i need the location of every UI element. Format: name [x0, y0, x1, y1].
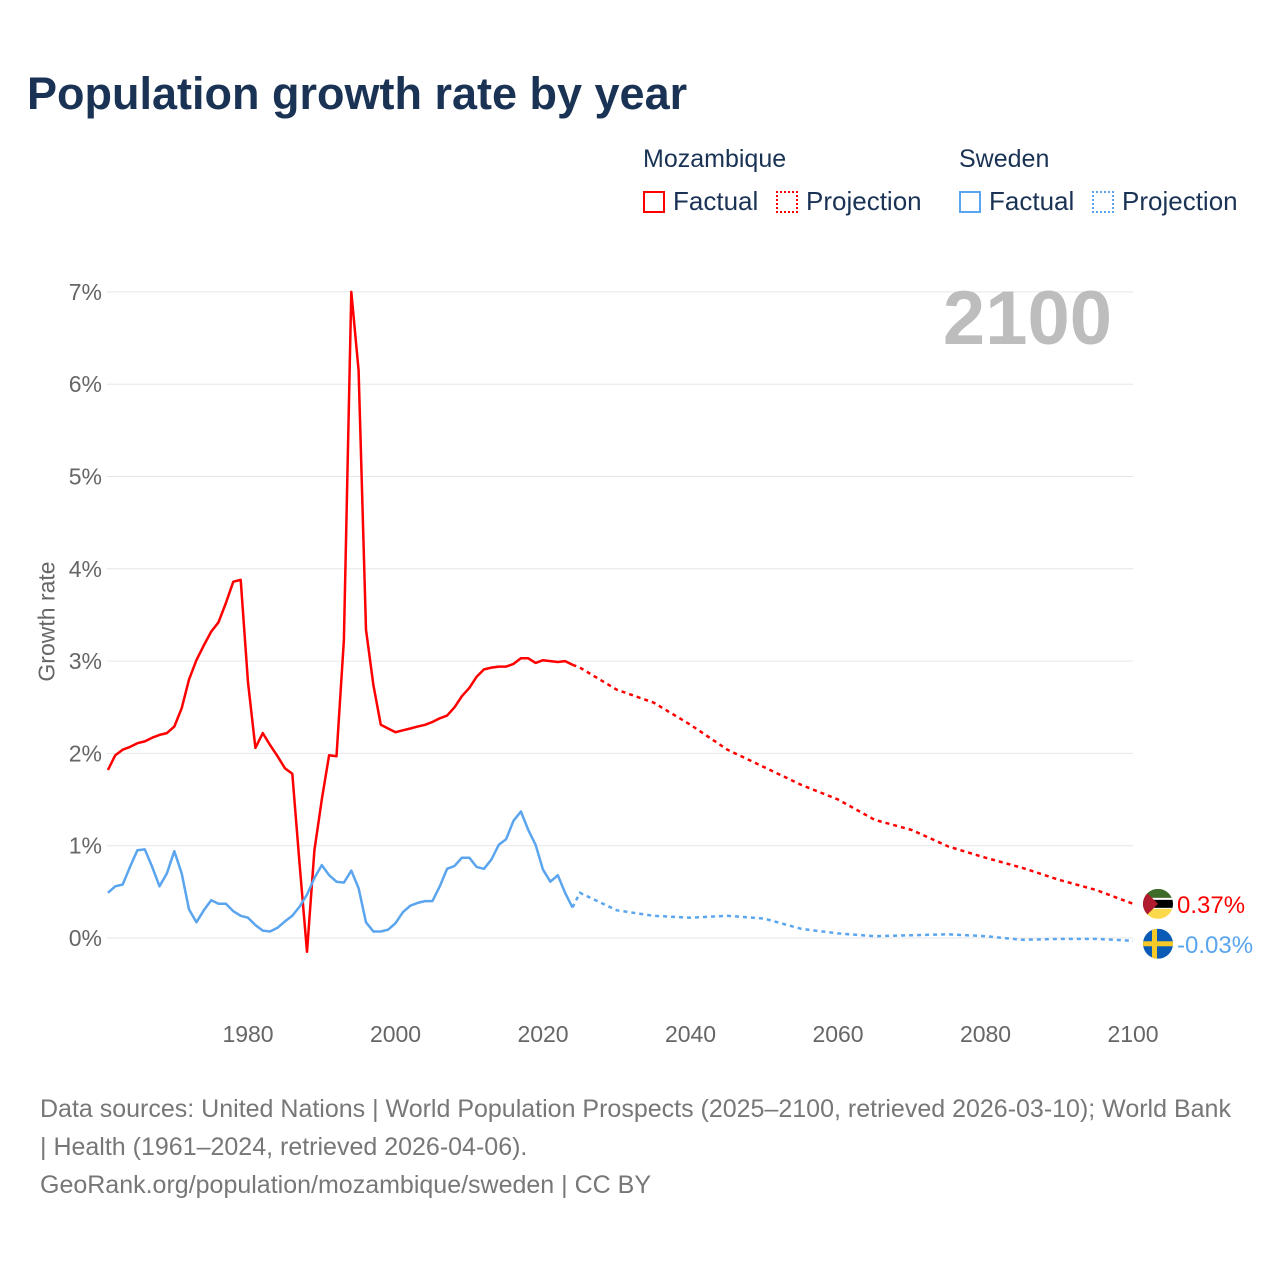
legend-label: Factual — [989, 186, 1075, 216]
legend-sweden-projection[interactable]: Projection — [1092, 186, 1238, 217]
flag-body — [1143, 888, 1173, 919]
x-tick-label: 2080 — [960, 1021, 1011, 1047]
sources-text: Data sources: United Nations | World Pop… — [40, 1095, 1231, 1161]
legend-mozambique-projection[interactable]: Projection — [776, 186, 922, 217]
flag-triangle — [1143, 888, 1158, 919]
mozambique-factual-line — [106, 290, 574, 954]
y-tick-label: 0% — [69, 925, 102, 951]
y-tick-label: 4% — [69, 556, 102, 582]
flag-cross — [1143, 941, 1173, 947]
legend-group-mozambique: Mozambique — [643, 145, 787, 173]
x-tick-label: 2060 — [812, 1021, 863, 1047]
x-tick-label: 2040 — [665, 1021, 716, 1047]
y-tick-label: 5% — [69, 464, 102, 490]
sweden-flag-icon — [1143, 928, 1173, 959]
mozambique-flag-icon — [1143, 888, 1173, 919]
y-tick-label: 1% — [69, 833, 102, 859]
chart-title: Population growth rate by year — [27, 68, 688, 119]
legend-swatch-dotted — [776, 190, 798, 213]
legend-mozambique-factual[interactable]: Factual — [643, 186, 758, 217]
legend-group-sweden: Sweden — [959, 145, 1050, 173]
y-tick-label: 7% — [69, 279, 102, 305]
flag-body — [1143, 928, 1173, 959]
flag-stripe — [1143, 888, 1173, 899]
mozambique-projection-line — [572, 663, 1134, 905]
x-tick-label: 2020 — [517, 1021, 568, 1047]
legend-sweden-factual[interactable]: Factual — [959, 186, 1074, 217]
y-tick-label: 6% — [69, 371, 102, 397]
y-tick-label: 3% — [69, 648, 102, 674]
legend-label: Projection — [1122, 186, 1238, 216]
sources-link[interactable]: GeoRank.org/population/mozambique/sweden… — [40, 1171, 651, 1199]
flag-cross — [1152, 928, 1157, 959]
sweden-projection-line — [571, 891, 1134, 943]
sweden-factual-line — [107, 810, 574, 933]
legend-label: Factual — [673, 186, 759, 216]
legend-label: Projection — [806, 186, 922, 216]
x-tick-label: 2100 — [1107, 1021, 1158, 1047]
sources: Data sources: United Nations | World Pop… — [40, 1090, 1240, 1204]
legend-swatch-solid — [643, 190, 665, 213]
y-tick-label: 2% — [69, 740, 102, 766]
mozambique-end-value-label: 0.37% — [1177, 892, 1245, 919]
legend-swatch-dotted — [1092, 190, 1114, 213]
x-tick-label: 1980 — [222, 1021, 273, 1047]
flag-stripe — [1143, 897, 1173, 900]
chart-plot: 0% 1% 2% 3% 4% 5% 6% 7% 1980 2000 2020 2040 2060 2080… — [69, 279, 1253, 1047]
sweden-end-value-label: -0.03% — [1177, 932, 1253, 959]
x-tick-label: 2000 — [370, 1021, 421, 1047]
flag-stripe — [1143, 908, 1173, 919]
legend-swatch-solid — [959, 190, 981, 213]
current-year-label: 2100 — [942, 276, 1112, 361]
